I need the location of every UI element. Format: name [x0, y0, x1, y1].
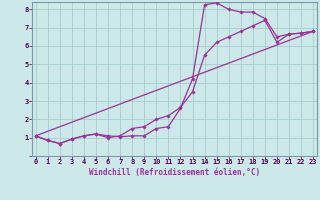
X-axis label: Windchill (Refroidissement éolien,°C): Windchill (Refroidissement éolien,°C) — [89, 168, 260, 177]
